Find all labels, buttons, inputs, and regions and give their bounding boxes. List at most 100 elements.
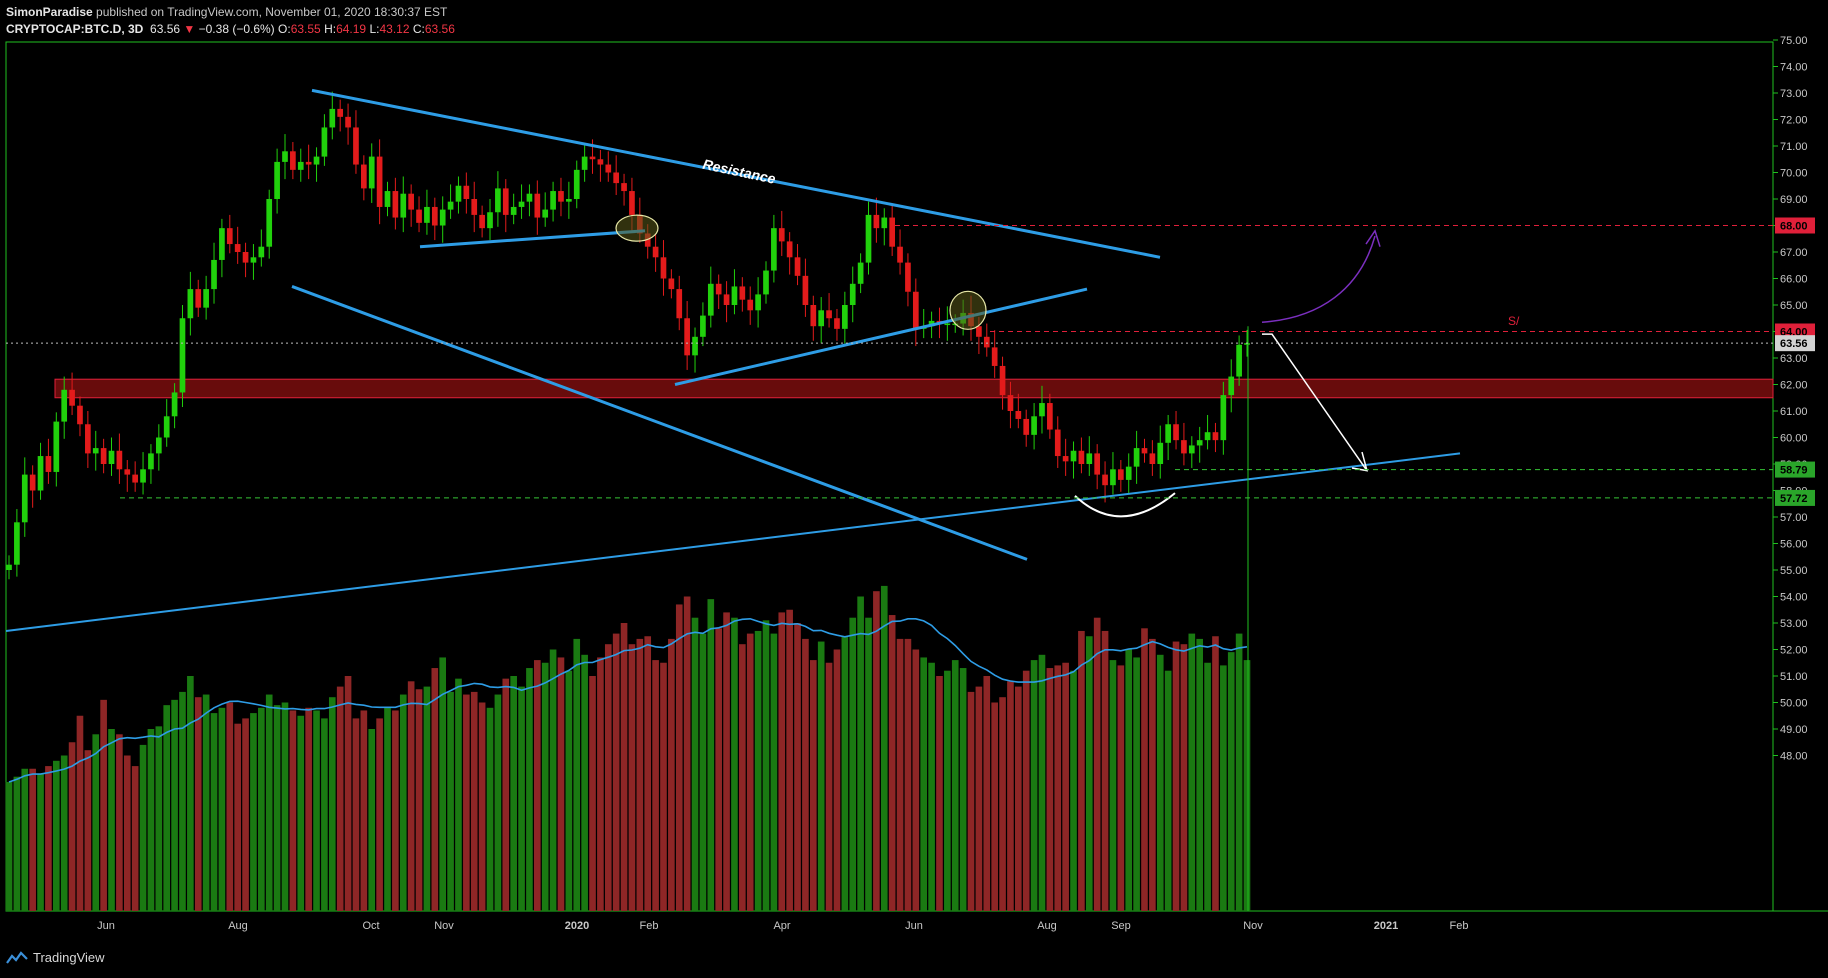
- volume-bar: [423, 686, 431, 911]
- volume-bar: [281, 702, 289, 911]
- candle-body: [786, 241, 793, 258]
- x-tick-label: 2020: [565, 920, 589, 932]
- price-level-label: 63.56: [1780, 338, 1808, 350]
- candle-body: [502, 188, 509, 215]
- volume-bar: [754, 630, 762, 911]
- volume-bar: [888, 615, 896, 911]
- candle-body: [1023, 418, 1030, 435]
- volume-bar: [691, 617, 699, 911]
- volume-bar: [297, 715, 305, 911]
- rising-trendline: [674, 287, 1088, 386]
- candle-body: [1212, 432, 1219, 441]
- volume-bar: [179, 691, 186, 911]
- candle-body: [408, 193, 414, 210]
- volume-bar: [139, 744, 147, 911]
- volume-bar: [896, 638, 904, 911]
- volume-bar: [849, 617, 857, 911]
- volume-bar: [1109, 660, 1117, 911]
- x-tick-label: Feb: [1450, 920, 1469, 932]
- candle-body: [534, 193, 541, 218]
- candle-body: [345, 116, 351, 128]
- candle-body: [163, 416, 170, 438]
- volume-bar: [967, 691, 975, 911]
- candle-body: [621, 183, 627, 192]
- y-tick-label: 75.00: [1780, 35, 1808, 47]
- volume-bar: [1038, 654, 1046, 911]
- volume-bar: [944, 670, 951, 911]
- candle-body: [660, 257, 667, 279]
- candle-body: [865, 214, 872, 263]
- volume-bar: [368, 729, 376, 911]
- candle-body: [313, 156, 320, 165]
- candle-body: [715, 283, 722, 295]
- volume-bar: [108, 729, 115, 911]
- symbol-info-bar: CRYPTOCAP:BTC.D, 3D 63.56 ▼ −0.38 (−0.6%…: [6, 21, 455, 37]
- candle-body: [763, 270, 769, 295]
- x-tick-label: Jun: [905, 920, 923, 932]
- volume-bar: [399, 694, 407, 911]
- candle-body: [944, 323, 951, 326]
- volume-bar: [675, 604, 683, 911]
- candle-body: [1165, 424, 1171, 443]
- volume-bar: [880, 585, 888, 911]
- volume-bar: [234, 723, 241, 911]
- candle-body: [274, 161, 280, 199]
- y-tick-label: 53.00: [1780, 618, 1808, 630]
- volume-bar: [187, 676, 194, 911]
- candle-body: [203, 289, 209, 308]
- y-tick-label: 62.00: [1780, 380, 1808, 392]
- volume-bar: [13, 776, 21, 911]
- volume-bar: [1235, 633, 1243, 911]
- volume-bar: [668, 638, 675, 911]
- volume-bar: [194, 697, 202, 911]
- volume-bar: [581, 654, 588, 911]
- author-name[interactable]: SimonParadise: [6, 5, 93, 19]
- candle-body: [29, 474, 36, 491]
- volume-bar: [1227, 652, 1235, 911]
- volume-bar: [549, 649, 557, 911]
- symbol-name[interactable]: CRYPTOCAP:BTC.D, 3D: [6, 22, 144, 36]
- volume-bar: [305, 707, 312, 911]
- volume-bar: [912, 649, 920, 911]
- candle-body: [747, 299, 754, 311]
- candle-body: [652, 246, 659, 258]
- volume-bar: [1133, 657, 1140, 911]
- volume-bar: [123, 755, 131, 911]
- candle-body: [1173, 424, 1179, 441]
- candle-body: [581, 156, 588, 170]
- x-tick-label: Apr: [773, 920, 790, 932]
- candle-body: [794, 257, 801, 276]
- candle-body: [573, 169, 580, 199]
- volume-bar: [328, 697, 336, 911]
- volume-bar: [746, 633, 754, 911]
- brand-name[interactable]: TradingView: [33, 950, 105, 965]
- volume-bar: [265, 694, 273, 911]
- volume-bar: [683, 596, 691, 911]
- volume-bar: [959, 668, 967, 911]
- candle-body: [1062, 456, 1069, 462]
- candle-body: [368, 156, 375, 189]
- volume-bar: [5, 782, 13, 911]
- y-tick-label: 69.00: [1780, 194, 1808, 206]
- candle-body: [447, 201, 454, 210]
- volume-bar: [37, 774, 44, 911]
- candle-body: [353, 127, 359, 165]
- volume-bar: [928, 662, 935, 911]
- y-tick-label: 73.00: [1780, 88, 1808, 100]
- y-tick-label: 54.00: [1780, 592, 1808, 604]
- candle-body: [400, 193, 407, 218]
- y-tick-label: 63.00: [1780, 353, 1808, 365]
- volume-bar: [360, 710, 368, 911]
- volume-bar: [1212, 636, 1219, 911]
- volume-bar: [1164, 670, 1172, 911]
- volume-bar: [289, 710, 297, 911]
- candle-body: [329, 108, 336, 128]
- candle-body: [983, 336, 990, 348]
- candle-body: [6, 564, 12, 570]
- published-header: SimonParadise published on TradingView.c…: [6, 4, 447, 20]
- volume-bar: [218, 707, 226, 911]
- candle-body: [834, 318, 840, 329]
- volume-bar: [147, 729, 155, 911]
- candle-body: [1047, 403, 1053, 430]
